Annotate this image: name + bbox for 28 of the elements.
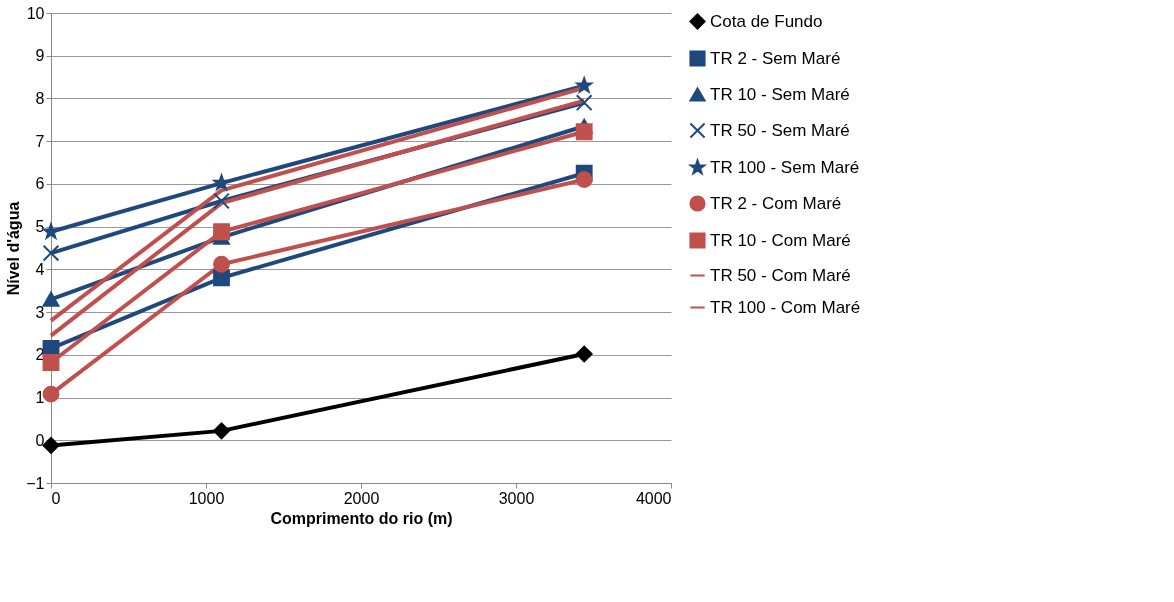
y-tick-label: 2 bbox=[35, 346, 45, 364]
legend-label: TR 50 - Com Maré bbox=[710, 265, 851, 285]
y-tick-label: 10 bbox=[26, 4, 45, 22]
x-tick-label: 0 bbox=[51, 489, 61, 507]
legend-label: TR 2 - Sem Maré bbox=[710, 48, 841, 68]
x-tick-label: 1000 bbox=[188, 489, 225, 507]
x-tick-label: 3000 bbox=[498, 489, 535, 507]
x-tick-label: 4000 bbox=[635, 489, 672, 507]
legend-label: TR 50 - Sem Maré bbox=[710, 120, 850, 140]
legend-label: TR 10 - Sem Maré bbox=[710, 84, 850, 104]
y-tick-label: 1 bbox=[35, 389, 45, 407]
y-tick-label: 5 bbox=[35, 218, 45, 236]
x-tick-label: 2000 bbox=[343, 489, 380, 507]
y-tick-label: 7 bbox=[35, 132, 45, 150]
legend-label: TR 2 - Com Maré bbox=[710, 193, 842, 213]
y-tick-label: 3 bbox=[35, 303, 45, 321]
legend-label: TR 100 - Sem Maré bbox=[710, 157, 860, 177]
y-tick-label: 0 bbox=[35, 431, 45, 449]
legend-label: Cota de Fundo bbox=[710, 11, 823, 31]
y-axis-title: Nível d'água bbox=[5, 201, 23, 296]
legend-label: TR 100 - Com Maré bbox=[710, 297, 861, 317]
y-tick-label: 8 bbox=[35, 89, 45, 107]
legend-label: TR 10 - Com Maré bbox=[710, 230, 851, 250]
y-tick-label: −1 bbox=[26, 474, 45, 492]
x-axis-title: Comprimento do rio (m) bbox=[270, 509, 453, 527]
y-tick-label: 6 bbox=[35, 175, 45, 193]
y-tick-label: 9 bbox=[35, 47, 45, 65]
y-tick-label: 4 bbox=[35, 260, 45, 278]
